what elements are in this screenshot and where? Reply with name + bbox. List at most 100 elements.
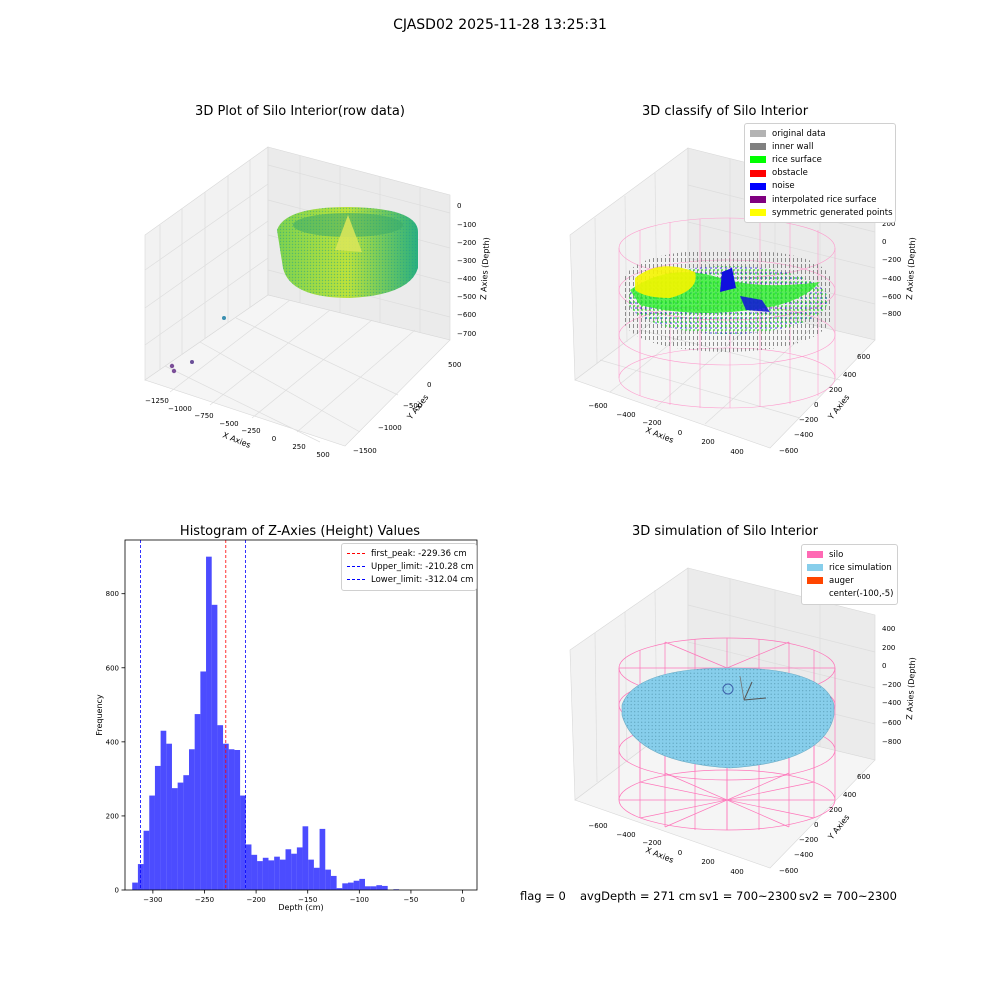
histogram-y-label: Frequency [95,694,104,736]
legend-swatch [750,169,766,177]
legend-swatch [750,156,766,164]
histogram-bar [291,853,297,890]
legend-swatch [750,209,766,217]
legend-line [347,579,365,581]
p4-legend-item: silo [807,548,892,561]
panel4-title: 3D simulation of Silo Interior [632,524,818,539]
histogram-bar [177,782,184,890]
panel1-title: 3D Plot of Silo Interior(row data) [195,104,405,119]
p2-y-tick: 200 [829,386,842,394]
legend-label: Upper_limit: -210.28 cm [371,561,474,572]
p4-z-tick: 200 [882,644,895,652]
histogram-legend-item: Lower_limit: -312.04 cm [347,573,474,586]
legend-label: silo [829,549,844,560]
histogram-bar [154,765,161,890]
histogram-frame [124,539,478,891]
histogram-bar [382,885,388,890]
p4-y-label: Y Axies [826,813,852,842]
legend-label: obstacle [772,168,808,179]
p2-y-tick: 0 [814,401,818,409]
p2-legend-item: obstacle [750,167,890,180]
histogram-bar [149,795,155,890]
histogram-bar [200,671,207,890]
p2-y-tick: −400 [794,431,813,439]
legend-label: original data [772,128,826,139]
histogram-bar [171,788,178,890]
legend-swatch [750,182,766,190]
p2-y-tick: 600 [857,353,870,361]
p4-x-label: X Axies [644,846,675,865]
p4-x-tick: −200 [642,839,661,847]
histogram-bar [279,859,286,890]
histogram-bar [251,854,258,890]
histogram-bar [160,730,167,890]
histogram-y-ticks: 0 200 400 600 800 [106,590,125,895]
legend-line [347,553,365,555]
p1-x-tick: 500 [316,451,329,459]
histogram-bar [189,749,195,890]
histogram-bar [365,886,371,890]
histogram-bar [347,882,354,890]
legend-swatch [807,591,823,598]
p1-x-tick: 0 [272,435,276,443]
histogram-x-tick-label: −250 [195,896,214,904]
p2-legend-item: rice surface [750,153,890,166]
histogram-bar [274,856,280,890]
p4-z-tick: 400 [882,625,895,633]
p4-z-tick: 0 [882,662,886,670]
histogram-bar [262,857,269,890]
p4-x-tick: −400 [616,831,635,839]
p1-y-tick: −500 [403,402,422,410]
legend-swatch [807,564,823,572]
histogram-bar [143,830,150,890]
p1-x-tick: 250 [292,443,305,451]
legend-label: Lower_limit: -312.04 cm [371,574,474,585]
p2-x-label: X Axies [644,426,675,445]
histogram-bar [376,885,383,890]
p1-z-tick: −300 [457,257,476,265]
p2-z-tick: −600 [882,293,901,301]
footer-avg-depth: avgDepth = 271 cm [580,889,697,903]
p4-x-tick: 400 [730,868,743,876]
p1-z-tick: −700 [457,330,476,338]
p4-z-label: Z Axies (Depth) [905,657,917,720]
p4-x-tick: 200 [701,858,714,866]
panel1-3d-plot: −1250 −1000 −750 −500 −250 0 250 500 500… [144,146,491,459]
p2-y-tick: 400 [843,371,856,379]
histogram-bar [206,556,212,890]
p2-z-tick: −200 [882,256,901,264]
legend-label: center(-100,-5) [829,589,894,600]
p2-y-label: Y Axies [826,393,852,422]
figure-suptitle: CJASD02 2025-11-28 13:25:31 [393,17,607,33]
p4-y-tick: 200 [829,806,842,814]
histogram-bar [370,886,377,890]
legend-swatch [807,577,823,585]
p2-y-tick: −200 [799,416,818,424]
p1-z-tick: −500 [457,293,476,301]
p2-legend-item: symmetric generated points [750,206,893,219]
legend-label: first_peak: -229.36 cm [371,548,467,559]
p2-legend-item: original data [750,127,890,140]
histogram-y-tick-label: 0 [115,887,119,895]
p1-x-tick: −250 [241,427,260,435]
p2-legend: original data inner wall rice surface ob… [744,123,896,224]
histogram-x-label: Depth (cm) [278,903,323,912]
histogram-chart: −300 −250 −200 −150 −100 −50 0 0 200 400 600 800 D… [95,539,478,912]
histogram-x-ticks: −300 −250 −200 −150 −100 −50 0 [143,890,465,904]
p2-z-tick: −400 [882,275,901,283]
footer-sv1: sv1 = 700~2300 [699,889,797,903]
p2-x-tick: 0 [678,429,682,437]
histogram-bar [330,875,337,890]
p2-z-tick: −800 [882,310,901,318]
histogram-bar [285,849,292,890]
histogram-bar [268,860,275,890]
p2-legend-item: inner wall [750,140,890,153]
p2-x-tick: 400 [730,448,743,456]
p1-y-tick: −1000 [378,424,402,432]
histogram-bar [194,714,201,890]
p1-z-tick: −600 [457,311,476,319]
panel2-3d-plot: −600 −400 −200 0 200 400 600 400 200 0 −… [569,147,917,456]
histogram-title: Histogram of Z-Axies (Height) Values [179,524,421,539]
histogram-bar [132,882,138,890]
p4-z-tick: −600 [882,719,901,727]
